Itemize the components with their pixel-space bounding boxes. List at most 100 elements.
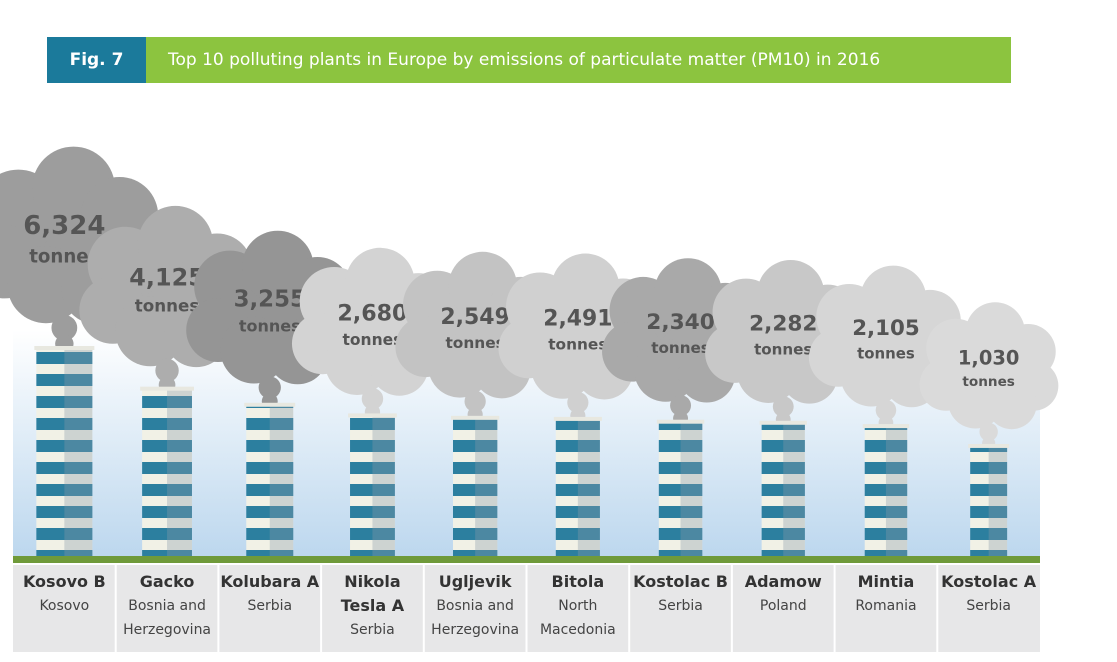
chimney-rim	[553, 416, 602, 421]
plant-name: Kolubara A	[220, 572, 320, 591]
unit-label: tonnes	[651, 339, 710, 357]
unit-label: tonnes	[962, 374, 1015, 390]
chimney-rim	[968, 443, 1010, 448]
chimney	[555, 419, 600, 556]
smoke-puff	[567, 391, 589, 414]
ground	[13, 556, 1040, 563]
smoke-puff	[670, 395, 692, 416]
chimney	[970, 446, 1008, 556]
unit-label: tonnes	[857, 345, 915, 363]
smoke-puff	[155, 358, 179, 383]
chimney	[761, 423, 805, 556]
country-name: Bosnia and Herzegovina	[431, 598, 520, 638]
chimney	[658, 422, 703, 556]
unit-label: tonnes	[754, 340, 812, 358]
chimney-rim	[450, 415, 500, 420]
plant-name: Gacko	[139, 572, 195, 591]
plant-name: Kostolac A	[941, 572, 1037, 591]
plant-name: Mintia	[857, 572, 915, 591]
unit-label: tonnes	[445, 334, 504, 352]
smoke-puff	[51, 314, 78, 341]
category-label: Nikola Tesla A Serbia	[321, 570, 423, 642]
country-name: Romania	[855, 598, 917, 614]
country-name: Poland	[759, 598, 807, 614]
category-label: Kosovo B Kosovo	[13, 570, 115, 618]
value-label: 2,491	[543, 306, 612, 331]
chimney-rim	[140, 386, 194, 391]
value-label: 2,549	[440, 305, 510, 330]
chimney-shade	[783, 423, 805, 556]
unit-label: tonnes	[29, 247, 99, 268]
chimney-shade	[885, 427, 908, 556]
country-name: Kosovo	[39, 598, 90, 614]
smoke-puff	[258, 376, 281, 399]
country-name: Serbia	[966, 598, 1011, 614]
category-label: Gacko Bosnia and Herzegovina	[116, 570, 218, 642]
chimney-rim	[656, 419, 705, 424]
chimney-shade	[269, 405, 294, 556]
smoke-puff	[464, 390, 486, 413]
value-label: 1,030	[958, 347, 1019, 370]
category-label: Ugljevik Bosnia and Herzegovina	[424, 570, 526, 642]
smoke-puff	[361, 388, 384, 410]
chimney-shade	[64, 349, 93, 556]
unit-label: tonnes	[343, 331, 403, 349]
category-label: Adamow Poland	[732, 570, 834, 618]
plant-name: Bitola	[551, 572, 605, 591]
smoke-puff	[875, 399, 897, 421]
chimney-shade	[680, 422, 703, 556]
plant-name: Kosovo B	[22, 572, 106, 591]
chimney	[246, 405, 294, 556]
title-bar	[146, 37, 1011, 83]
category-label: Mintia Romania	[835, 570, 937, 618]
unit-label: tonnes	[548, 335, 607, 353]
chimney	[864, 427, 908, 556]
plant-name: Adamow	[744, 572, 822, 591]
chimney-rim	[759, 420, 807, 425]
category-label: Kostolac A Serbia	[938, 570, 1040, 618]
smoke-cloud	[291, 247, 454, 420]
country-name: North Macedonia	[539, 598, 616, 638]
chart-title: Top 10 polluting plants in Europe by emi…	[168, 50, 881, 70]
country-name: Serbia	[350, 622, 395, 638]
chimney-shade	[167, 389, 192, 556]
chimney-rim	[862, 424, 910, 429]
value-label: 2,105	[852, 316, 919, 341]
chimney-rim	[244, 402, 296, 407]
chimney-rim	[34, 346, 95, 350]
chimney	[36, 349, 93, 556]
country-name: Bosnia and Herzegovina	[123, 598, 212, 638]
smoke-puff	[772, 396, 794, 418]
category-label: Kostolac B Serbia	[630, 570, 732, 618]
value-label: 3,255	[234, 286, 306, 312]
fig-box	[47, 37, 146, 83]
category-label: Bitola North Macedonia	[527, 570, 629, 642]
category-label: Kolubara A Serbia	[219, 570, 321, 618]
plant-name: Nikola Tesla A	[340, 572, 405, 615]
smoke-cloud	[919, 302, 1059, 450]
chimney-shade	[372, 416, 395, 556]
value-label: 2,282	[749, 312, 817, 337]
cloud-puff	[986, 379, 1037, 430]
country-name: Serbia	[658, 598, 703, 614]
chimney-shade	[988, 446, 1008, 556]
country-name: Serbia	[247, 598, 293, 614]
chimney	[142, 389, 192, 556]
plant-name: Ugljevik	[438, 572, 512, 591]
chimney-shade	[475, 418, 498, 556]
unit-label: tonnes	[239, 316, 301, 335]
value-label: 2,680	[337, 301, 407, 327]
chimney-shade	[577, 419, 600, 556]
chimney	[350, 416, 395, 556]
plant-name: Kostolac B	[633, 572, 728, 591]
chimney	[452, 418, 498, 556]
smoke-puff	[979, 422, 998, 442]
unit-label: tonnes	[135, 296, 200, 316]
value-label: 4,125	[129, 263, 205, 291]
value-label: 2,340	[646, 310, 715, 335]
fig-label: Fig. 7	[69, 50, 124, 70]
chimney-rim	[348, 413, 397, 418]
value-label: 6,324	[23, 211, 105, 241]
